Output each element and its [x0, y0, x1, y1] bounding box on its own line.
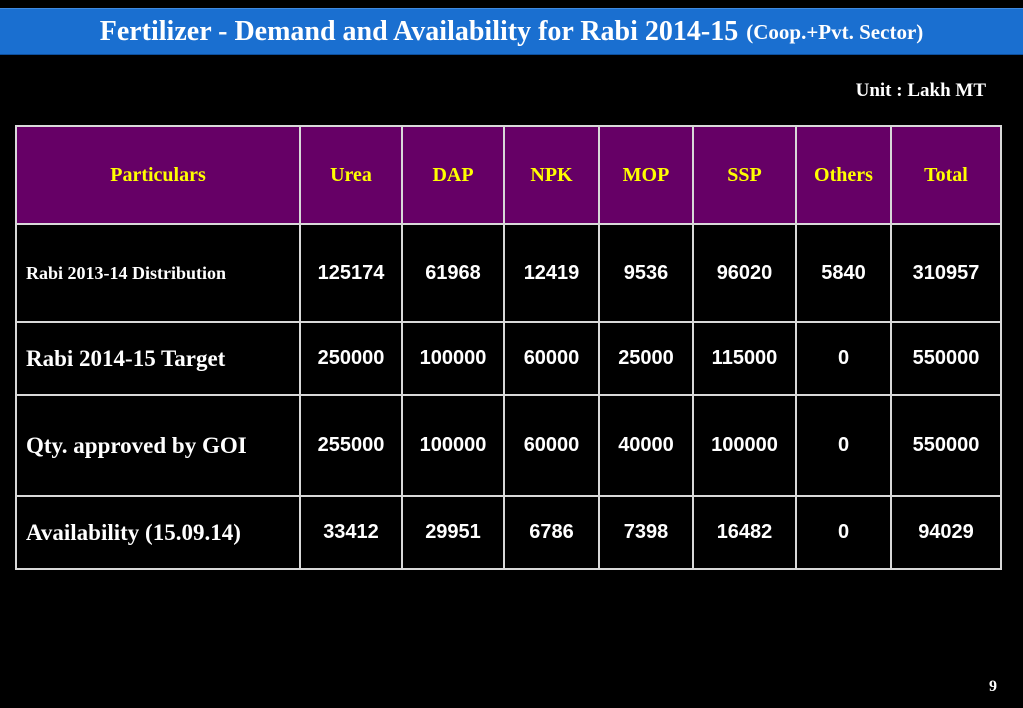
cell-ssp: 96020	[692, 223, 797, 323]
unit-label: Unit : Lakh MT	[855, 80, 986, 101]
row-label: Qty. approved by GOI	[15, 394, 301, 497]
slide-title: Fertilizer - Demand and Availability for…	[99, 15, 739, 47]
column-header-ssp: SSP	[692, 125, 797, 225]
cell-dap: 100000	[401, 394, 505, 497]
cell-total: 550000	[890, 394, 1002, 497]
cell-mop: 40000	[598, 394, 694, 497]
row-label: Availability (15.09.14)	[15, 495, 301, 570]
table-row: Rabi 2014-15 Target 250000 100000 60000 …	[15, 321, 1002, 396]
column-header-npk: NPK	[503, 125, 600, 225]
cell-npk: 12419	[503, 223, 600, 323]
cell-dap: 61968	[401, 223, 505, 323]
cell-others: 0	[795, 321, 892, 396]
cell-total: 550000	[890, 321, 1002, 396]
cell-ssp: 100000	[692, 394, 797, 497]
cell-ssp: 16482	[692, 495, 797, 570]
slide-subtitle: (Coop.+Pvt. Sector)	[746, 20, 924, 44]
page-number: 9	[989, 678, 997, 695]
cell-npk: 60000	[503, 321, 600, 396]
column-header-total: Total	[890, 125, 1002, 225]
cell-ssp: 115000	[692, 321, 797, 396]
column-header-others: Others	[795, 125, 892, 225]
cell-urea: 255000	[299, 394, 403, 497]
cell-dap: 100000	[401, 321, 505, 396]
cell-others: 0	[795, 495, 892, 570]
cell-npk: 6786	[503, 495, 600, 570]
row-label: Rabi 2013-14 Distribution	[15, 223, 301, 323]
table-row: Availability (15.09.14) 33412 29951 6786…	[15, 495, 1002, 570]
row-label: Rabi 2014-15 Target	[15, 321, 301, 396]
title-bar: Fertilizer - Demand and Availability for…	[0, 8, 1023, 55]
table-row: Qty. approved by GOI 255000 100000 60000…	[15, 394, 1002, 497]
cell-total: 94029	[890, 495, 1002, 570]
cell-total: 310957	[890, 223, 1002, 323]
table-row: Rabi 2013-14 Distribution 125174 61968 1…	[15, 223, 1002, 323]
cell-dap: 29951	[401, 495, 505, 570]
cell-urea: 250000	[299, 321, 403, 396]
cell-others: 5840	[795, 223, 892, 323]
column-header-mop: MOP	[598, 125, 694, 225]
fertilizer-table: Particulars Urea DAP NPK MOP SSP Others …	[15, 125, 1002, 570]
cell-urea: 33412	[299, 495, 403, 570]
column-header-urea: Urea	[299, 125, 403, 225]
table-header-row: Particulars Urea DAP NPK MOP SSP Others …	[15, 125, 1002, 225]
cell-npk: 60000	[503, 394, 600, 497]
column-header-dap: DAP	[401, 125, 505, 225]
cell-others: 0	[795, 394, 892, 497]
cell-urea: 125174	[299, 223, 403, 323]
cell-mop: 7398	[598, 495, 694, 570]
column-header-particulars: Particulars	[15, 125, 301, 225]
cell-mop: 25000	[598, 321, 694, 396]
cell-mop: 9536	[598, 223, 694, 323]
